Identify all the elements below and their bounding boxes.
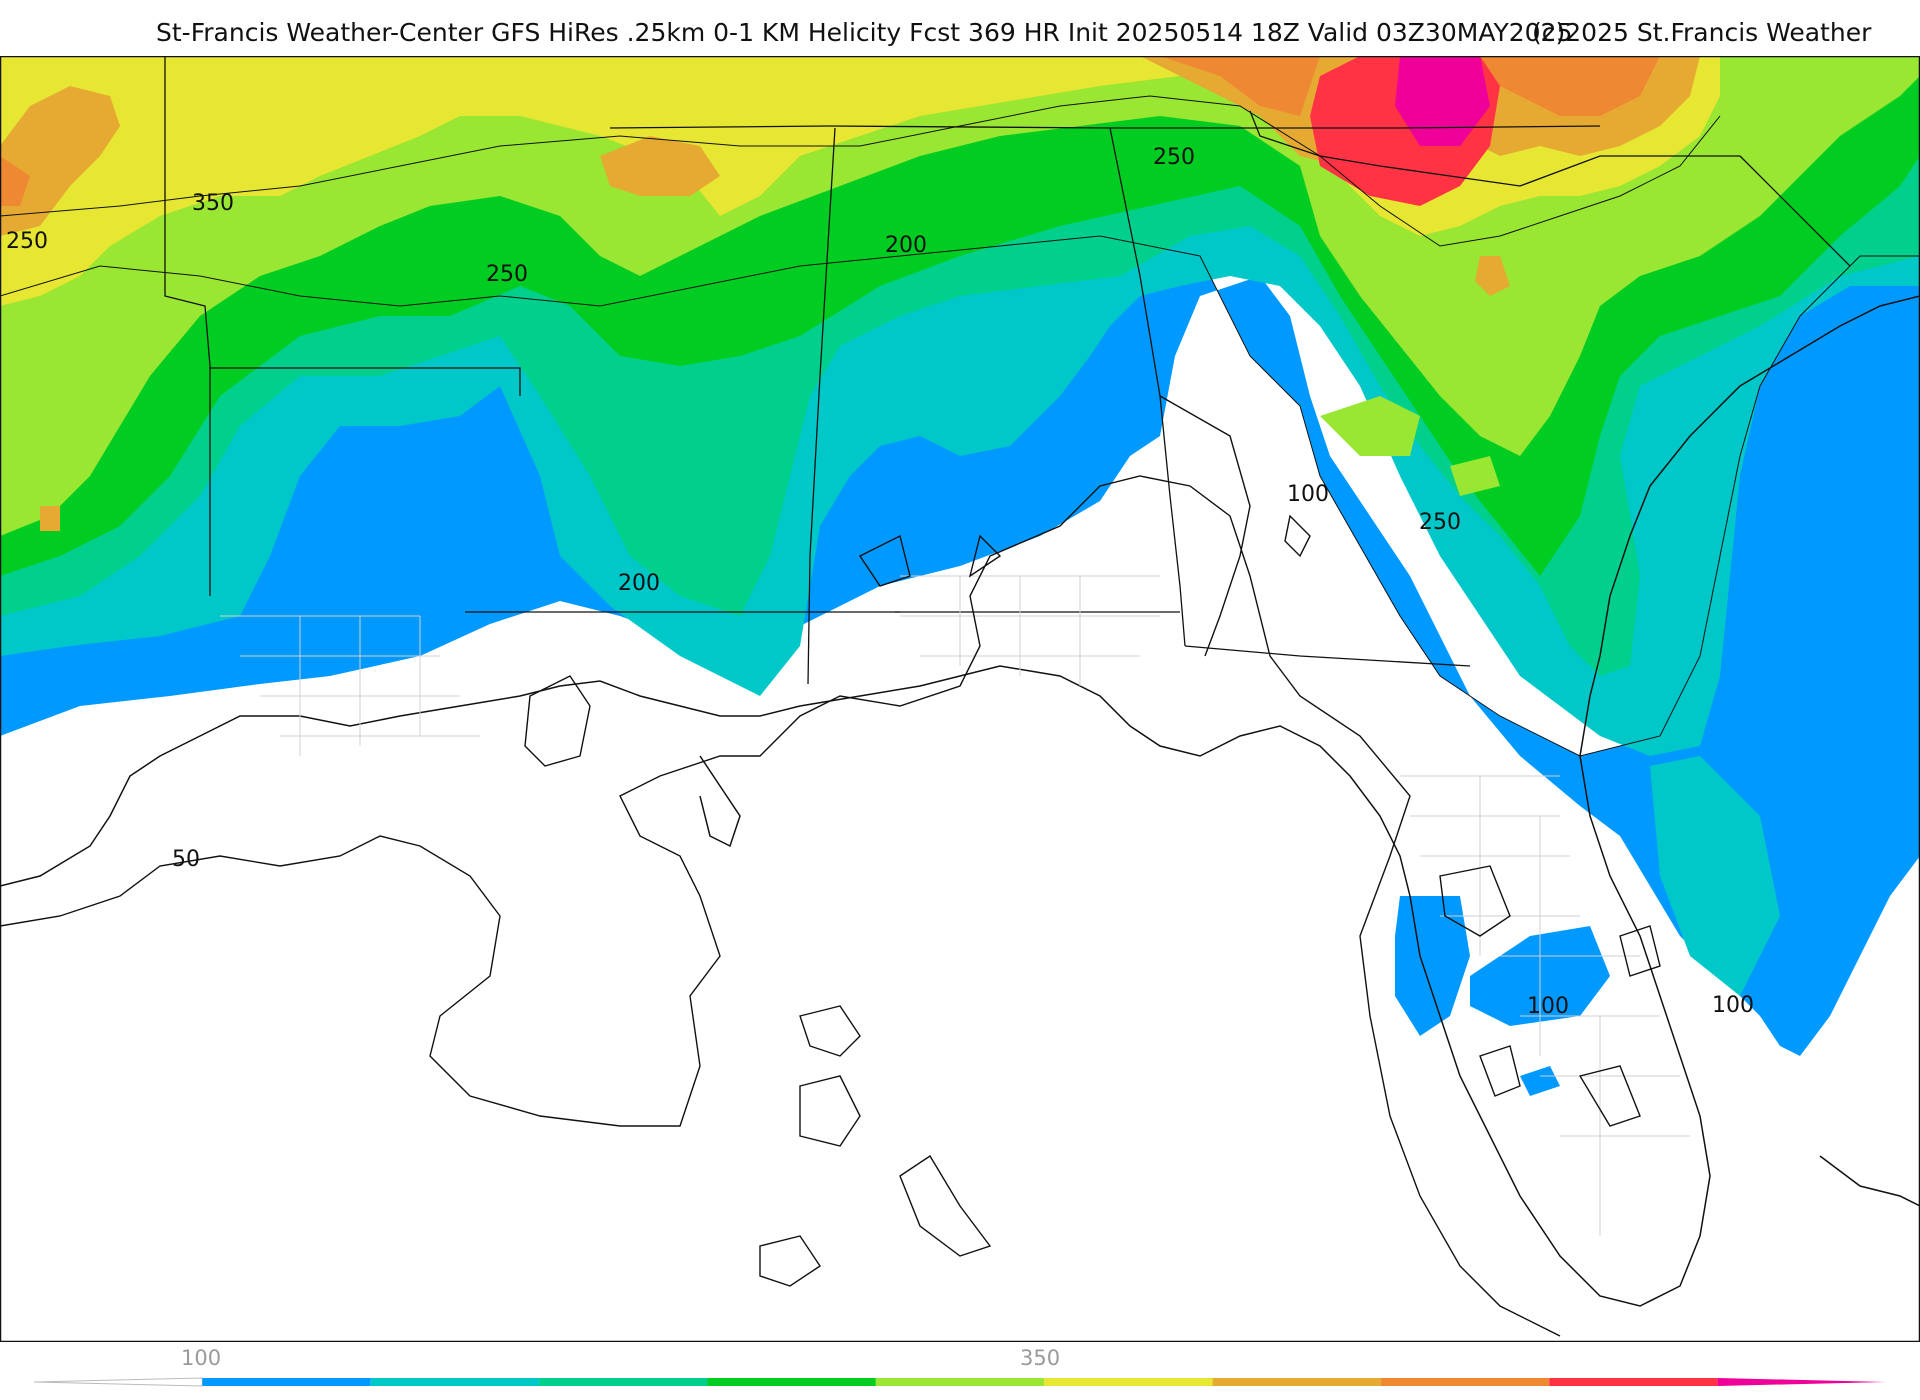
contour-label-50-gulf: 50 xyxy=(172,847,200,872)
contour-labels: 350 250 250 200 250 200 100 250 50 100 1… xyxy=(6,145,1754,1019)
contour-label-250-carolina: 250 xyxy=(1419,510,1461,535)
contour-label-100-florida: 100 xyxy=(1527,994,1569,1019)
colored-contours xyxy=(0,95,1920,757)
contour-label-100-atlantic: 100 xyxy=(1712,993,1754,1018)
title-text: St-Francis Weather-Center GFS HiRes .25k… xyxy=(156,18,1573,47)
colorbar-cell xyxy=(875,1378,1045,1386)
coastline xyxy=(0,295,1920,1307)
map-title: St-Francis Weather-Center GFS HiRes .25k… xyxy=(0,14,1920,54)
contour-label-250-arkansas: 250 xyxy=(486,262,528,287)
colorbar-cell xyxy=(33,1377,203,1387)
colorbar-cell xyxy=(202,1378,371,1386)
contour-label-250-far-west: 250 xyxy=(6,229,48,254)
colorbar-cell xyxy=(707,1378,876,1386)
colorbar-cell xyxy=(1380,1378,1550,1386)
color-legend: 100 350 xyxy=(0,1342,1920,1400)
helicity-map: 350 250 250 200 250 200 100 250 50 100 1… xyxy=(0,56,1920,1342)
county-lines xyxy=(220,575,1690,1236)
copyright-text: (c)2025 St.Francis Weather xyxy=(1532,18,1872,47)
helicity-fill-yellow xyxy=(0,56,1720,306)
contour-label-200-louisiana: 200 xyxy=(618,571,660,596)
helicity-fill-magenta xyxy=(1395,56,1490,146)
helicity-contours xyxy=(0,395,1661,1337)
colorbar-cell xyxy=(539,1378,708,1386)
colorbar-cell xyxy=(370,1378,540,1386)
contour-label-100-georgia: 100 xyxy=(1287,482,1329,507)
contour-label-350-west: 350 xyxy=(192,191,234,216)
state-borders xyxy=(164,56,1851,685)
contour-label-200-georgia: 200 xyxy=(885,233,927,258)
colorbar-cells xyxy=(33,1377,1886,1387)
colorbar-tick-100: 100 xyxy=(181,1346,222,1370)
helicity-fill-orange xyxy=(0,56,1660,206)
colorbar-cell xyxy=(1044,1378,1213,1386)
colorbar-cell xyxy=(1717,1378,1886,1386)
contour-label-250-north: 250 xyxy=(1153,145,1195,170)
colorbar-strip xyxy=(33,1377,1886,1387)
colorbar-tick-350: 350 xyxy=(1020,1346,1061,1370)
colorbar-cell xyxy=(1549,1378,1718,1386)
colorbar-cell xyxy=(1212,1378,1381,1386)
